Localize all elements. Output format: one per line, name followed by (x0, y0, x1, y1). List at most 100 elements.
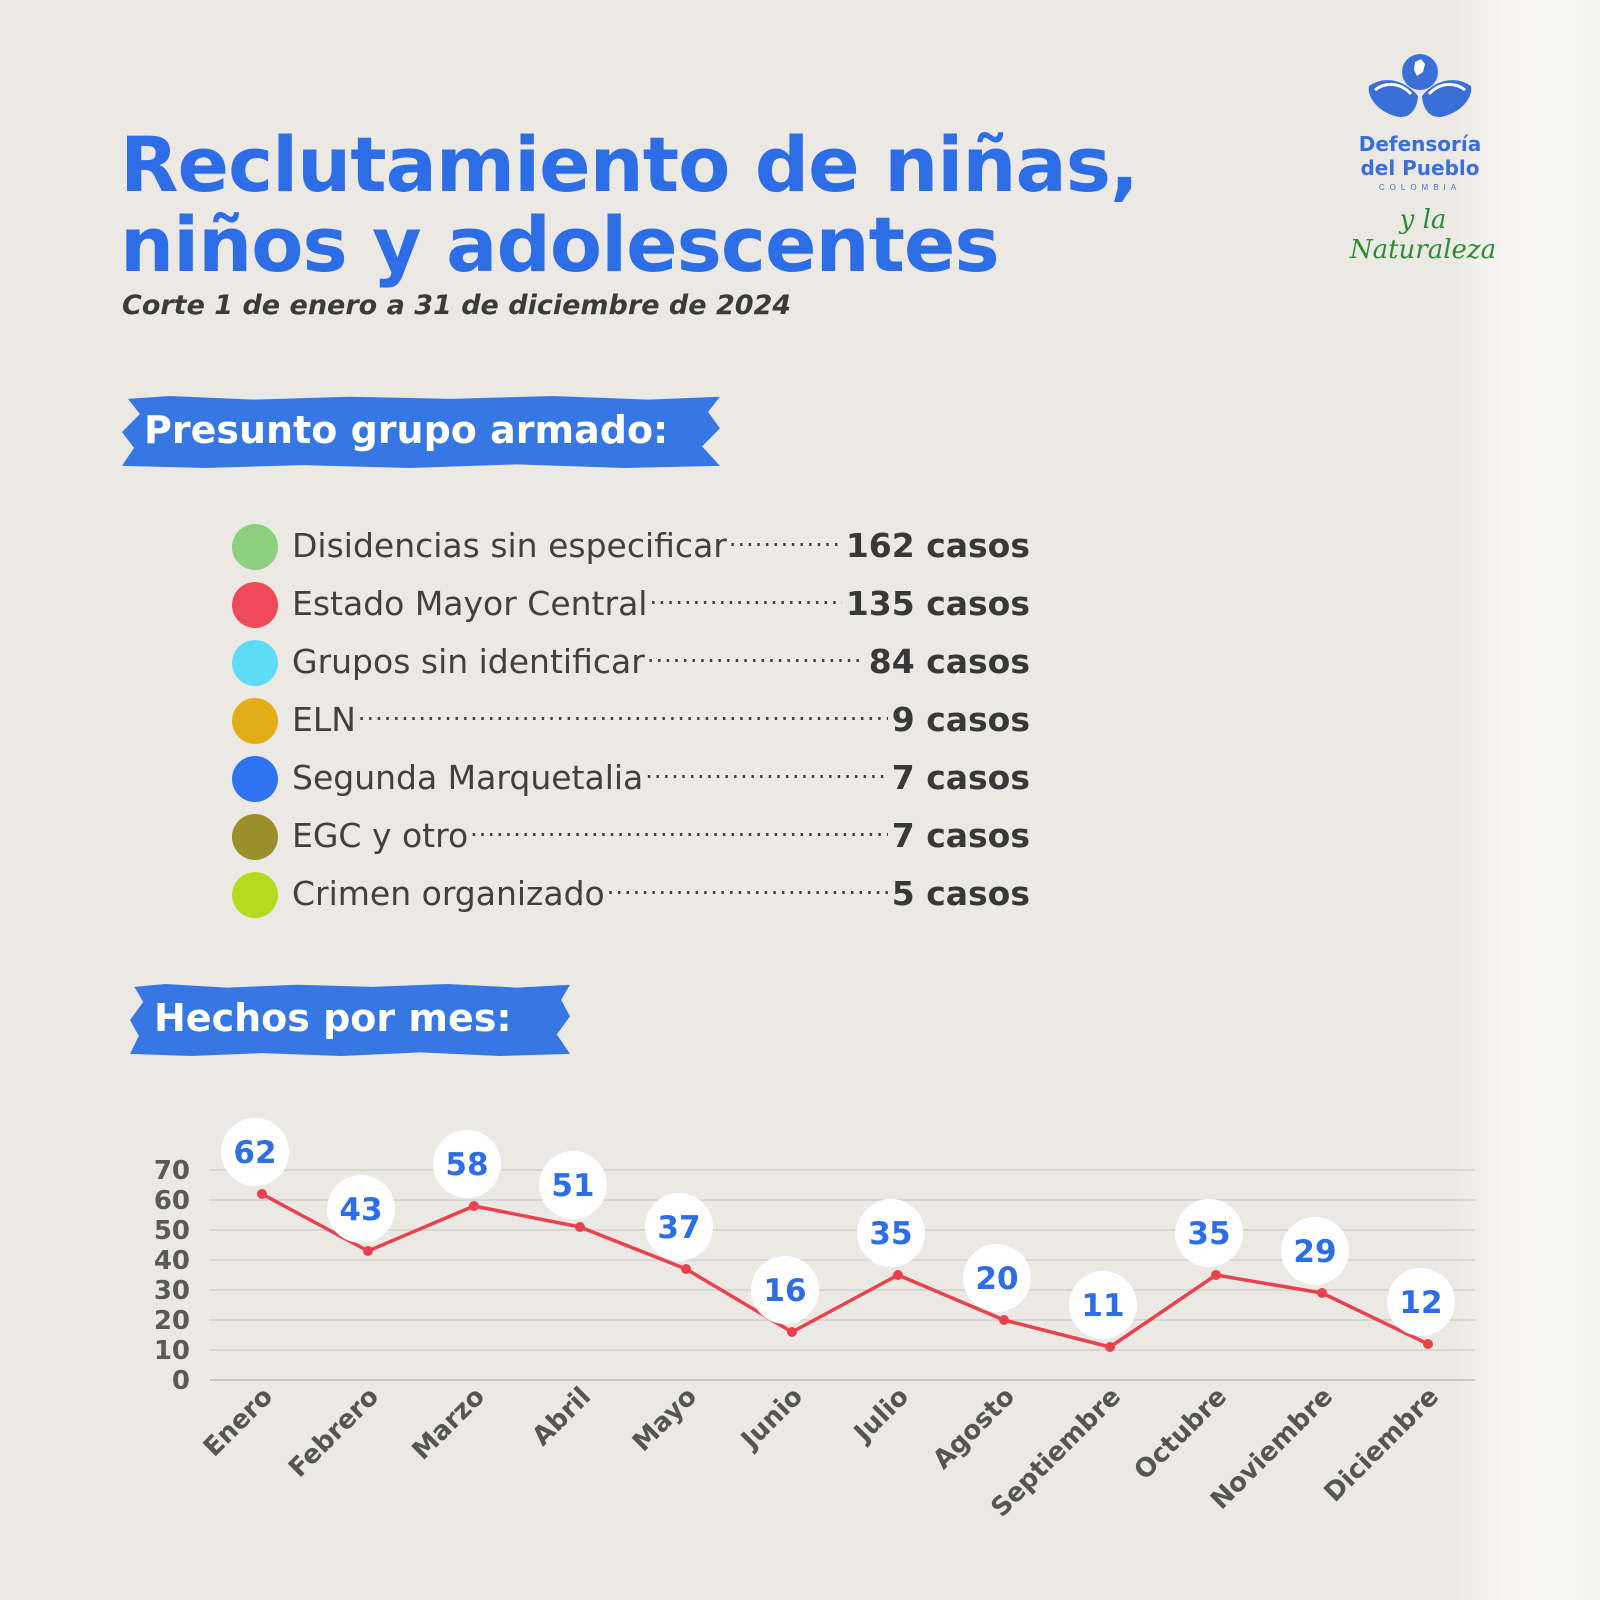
data-label: 35 (869, 1216, 912, 1252)
data-label-bubble (963, 1244, 1031, 1312)
title-line-2: niños y adolescentes (120, 200, 1000, 289)
data-label-bubble (327, 1175, 395, 1243)
x-tick-label: Febrero (283, 1382, 385, 1484)
hands-emblem-icon (1368, 54, 1472, 118)
legend-dot-leader: ........................................… (649, 582, 841, 610)
y-tick-label: 20 (154, 1306, 190, 1336)
data-label: 12 (1399, 1285, 1442, 1321)
data-point (257, 1189, 267, 1199)
y-tick-label: 60 (154, 1186, 190, 1216)
page-subtitle: Corte 1 de enero a 31 de diciembre de 20… (122, 290, 792, 321)
data-label-bubble (1069, 1271, 1137, 1339)
legend-color-dot (232, 756, 278, 802)
legend-dot-leader: ........................................… (470, 814, 888, 842)
x-tick-label: Abril (527, 1382, 597, 1452)
legend-item-name: Segunda Marquetalia (292, 758, 644, 797)
x-tick-label: Agosto (927, 1382, 1021, 1476)
groups-heading-banner: Presunto grupo armado: (122, 396, 720, 468)
y-tick-label: 10 (154, 1336, 190, 1366)
data-label-bubble (857, 1199, 925, 1267)
paper-texture-edge (1450, 0, 1600, 1600)
legend-dot-leader: ........................................… (645, 756, 888, 784)
page-title: Reclutamiento de niñas, niños y adolesce… (120, 125, 1139, 289)
legend-item-name: Estado Mayor Central (292, 584, 648, 623)
legend-color-dot (232, 640, 278, 686)
defensoria-logo: Defensoría del Pueblo COLOMBIA y la Natu… (1345, 50, 1525, 265)
legend-item: Crimen organizado 5 casos................… (232, 870, 1032, 920)
x-tick-label: Enero (198, 1382, 279, 1463)
legend-color-dot (232, 872, 278, 918)
data-label: 11 (1081, 1288, 1124, 1324)
monthly-heading-banner: Hechos por mes: (130, 984, 570, 1056)
logo-name-line-1: Defensoría (1358, 132, 1482, 156)
x-tick-label: Julio (847, 1382, 915, 1450)
legend-item: Estado Mayor Central 135 casos...........… (232, 580, 1032, 630)
data-point (575, 1222, 585, 1232)
legend-item-value: 135 casos (845, 584, 1030, 623)
x-tick-label: Junio (734, 1382, 809, 1457)
y-tick-label: 40 (154, 1246, 190, 1276)
legend-item-name: Grupos sin identificar (292, 642, 645, 681)
legend-dot-leader: ........................................… (606, 872, 888, 900)
legend-color-dot (232, 698, 278, 744)
y-tick-label: 70 (154, 1156, 190, 1186)
legend-item: Disidencias sin especificar 162 casos....… (232, 522, 1032, 572)
y-tick-label: 0 (172, 1366, 190, 1396)
data-label-bubble (1175, 1199, 1243, 1267)
data-point (787, 1327, 797, 1337)
legend-item: Segunda Marquetalia 7 casos..............… (232, 754, 1032, 804)
legend-item: Grupos sin identificar 84 casos..........… (232, 638, 1032, 688)
data-label-bubble (539, 1151, 607, 1219)
legend-item-value: 84 casos (868, 642, 1030, 681)
data-label: 58 (445, 1147, 488, 1183)
legend-dot-leader: ........................................… (646, 640, 865, 668)
legend-dot-leader: ........................................… (357, 698, 888, 726)
legend-item-name: Disidencias sin especificar (292, 526, 727, 565)
data-label-bubble (751, 1256, 819, 1324)
y-tick-label: 30 (154, 1276, 190, 1306)
data-point (1105, 1342, 1115, 1352)
legend-item-name: EGC y otro (292, 816, 469, 855)
data-label-bubble (1387, 1268, 1455, 1336)
data-label: 16 (763, 1273, 806, 1309)
legend-item: ELN 9 casos..............................… (232, 696, 1032, 746)
x-tick-label: Diciembre (1319, 1382, 1445, 1508)
y-tick-label: 50 (154, 1216, 190, 1246)
data-label: 62 (233, 1135, 276, 1171)
data-label-bubble (645, 1193, 713, 1261)
data-point (1423, 1339, 1433, 1349)
legend-item-value: 162 casos (845, 526, 1030, 565)
data-point (1211, 1270, 1221, 1280)
legend-item-value: 7 casos (891, 758, 1030, 797)
data-label: 43 (339, 1192, 382, 1228)
legend-color-dot (232, 524, 278, 570)
legend-item-value: 7 casos (891, 816, 1030, 855)
data-label: 51 (551, 1168, 594, 1204)
legend-item-value: 9 casos (891, 700, 1030, 739)
data-point (1317, 1288, 1327, 1298)
x-tick-label: Octubre (1129, 1382, 1233, 1486)
x-tick-label: Mayo (627, 1382, 703, 1458)
data-point (893, 1270, 903, 1280)
legend-item: EGC y otro 7 casos.......................… (232, 812, 1032, 862)
data-point (363, 1246, 373, 1256)
legend-item-name: Crimen organizado (292, 874, 605, 913)
data-label: 20 (975, 1261, 1018, 1297)
legend-dot-leader: ........................................… (728, 524, 842, 552)
data-point (469, 1201, 479, 1211)
data-point (999, 1315, 1009, 1325)
data-label: 37 (657, 1210, 700, 1246)
logo-name-line-2: del Pueblo (1360, 156, 1480, 180)
x-tick-label: Marzo (407, 1382, 491, 1466)
logo-tagline: y la Naturaleza (1349, 205, 1497, 265)
groups-heading: Presunto grupo armado: (144, 408, 669, 452)
data-label-bubble (221, 1118, 289, 1186)
legend-color-dot (232, 582, 278, 628)
legend-color-dot (232, 814, 278, 860)
legend-item-value: 5 casos (891, 874, 1030, 913)
data-label-bubble (433, 1130, 501, 1198)
data-label: 35 (1187, 1216, 1230, 1252)
data-label: 29 (1293, 1234, 1336, 1270)
logo-country: COLOMBIA (1378, 183, 1462, 192)
